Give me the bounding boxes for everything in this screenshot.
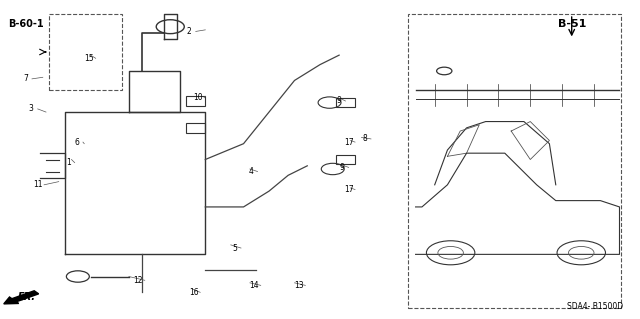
Bar — [336, 155, 355, 164]
Bar — [408, 14, 621, 308]
Bar — [49, 14, 122, 90]
Text: 3: 3 — [29, 104, 34, 113]
Text: 12: 12 — [134, 276, 143, 285]
Text: 2: 2 — [187, 27, 192, 36]
Bar — [186, 96, 205, 106]
Text: 9: 9 — [340, 163, 345, 172]
FancyArrow shape — [4, 291, 38, 304]
Text: 15: 15 — [84, 54, 94, 63]
Text: 4: 4 — [249, 167, 253, 176]
Text: 7: 7 — [23, 74, 28, 83]
Text: 5: 5 — [232, 243, 237, 253]
Text: 17: 17 — [344, 185, 353, 194]
Text: 9: 9 — [337, 97, 342, 106]
Text: 10: 10 — [193, 93, 202, 102]
Polygon shape — [415, 153, 620, 254]
Text: 16: 16 — [189, 288, 198, 297]
Text: 6: 6 — [74, 137, 79, 147]
Bar — [186, 123, 205, 133]
Text: 11: 11 — [33, 180, 42, 189]
Bar — [336, 98, 355, 107]
Text: 8: 8 — [362, 134, 367, 144]
Text: 13: 13 — [294, 281, 304, 290]
Text: 17: 17 — [344, 137, 353, 147]
Text: 14: 14 — [250, 281, 259, 290]
Text: 1: 1 — [66, 158, 70, 167]
Text: B-51: B-51 — [557, 19, 586, 28]
Text: FR.: FR. — [17, 292, 35, 302]
Text: B-60-1: B-60-1 — [8, 19, 44, 28]
Text: SDA4- B1500D: SDA4- B1500D — [566, 302, 623, 311]
